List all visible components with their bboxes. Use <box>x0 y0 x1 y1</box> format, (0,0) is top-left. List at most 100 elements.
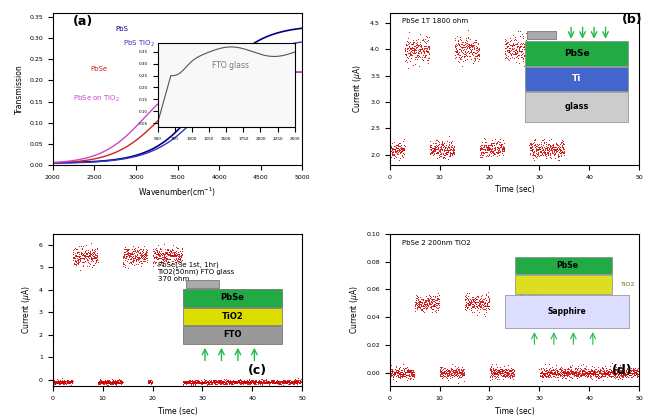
Point <box>501 53 511 60</box>
Point <box>404 46 415 53</box>
Point <box>628 368 639 374</box>
Point <box>161 255 172 262</box>
Point <box>65 378 75 385</box>
Point <box>496 144 506 151</box>
Point <box>428 146 439 153</box>
Point <box>182 378 192 384</box>
Point <box>577 368 587 375</box>
Point <box>422 48 432 55</box>
Point <box>272 378 282 384</box>
Point <box>563 371 573 378</box>
Point <box>596 373 607 379</box>
Point <box>72 249 83 255</box>
Point <box>418 50 429 57</box>
Point <box>395 370 406 377</box>
Point <box>507 43 517 50</box>
Point <box>195 378 206 385</box>
Point <box>421 45 432 52</box>
Point <box>138 252 148 259</box>
Point <box>209 376 219 383</box>
Point <box>450 367 461 373</box>
Point <box>525 293 535 300</box>
Point <box>519 298 529 304</box>
Point <box>549 370 559 377</box>
Point <box>548 370 559 376</box>
Point <box>457 44 467 50</box>
Point <box>130 252 141 259</box>
Point <box>546 145 557 152</box>
Point <box>551 371 561 378</box>
Point <box>509 368 519 375</box>
Point <box>469 52 480 59</box>
Point <box>83 254 94 260</box>
Point <box>277 378 287 384</box>
Point <box>417 300 428 307</box>
Point <box>515 291 525 298</box>
Point <box>525 143 535 150</box>
Point <box>476 300 487 307</box>
Point <box>401 364 412 370</box>
Point <box>467 43 478 50</box>
Point <box>426 144 437 151</box>
Point <box>406 50 416 57</box>
Point <box>399 51 410 58</box>
Point <box>590 370 600 376</box>
Point <box>487 136 498 143</box>
Point <box>85 251 96 257</box>
Point <box>545 370 556 377</box>
Point <box>105 379 115 386</box>
Point <box>435 148 445 155</box>
Point <box>607 369 617 375</box>
Point <box>437 147 447 154</box>
Point <box>150 255 161 262</box>
Point <box>436 367 447 374</box>
Point <box>188 380 198 386</box>
Point <box>82 248 93 255</box>
Point <box>227 381 238 388</box>
Point <box>285 377 296 384</box>
Point <box>205 378 215 385</box>
Point <box>422 301 432 307</box>
Point <box>482 152 492 158</box>
Point <box>116 378 127 385</box>
Point <box>488 367 498 374</box>
Point <box>536 364 546 371</box>
Point <box>195 380 206 387</box>
Point <box>630 368 641 375</box>
Point <box>530 303 541 310</box>
Point <box>241 378 251 385</box>
Point <box>429 150 440 157</box>
Point <box>432 150 442 156</box>
Point <box>126 253 136 260</box>
Point <box>104 378 115 384</box>
Point <box>428 293 438 300</box>
Point <box>420 302 430 308</box>
Point <box>394 147 405 154</box>
Point <box>182 378 192 385</box>
Point <box>468 301 478 308</box>
Point <box>403 52 414 59</box>
Point <box>49 378 59 385</box>
Point <box>145 378 156 384</box>
Point <box>386 148 396 155</box>
Point <box>472 304 482 310</box>
Point <box>156 246 167 252</box>
Point <box>288 381 299 387</box>
Point <box>178 379 188 386</box>
Point <box>552 152 563 159</box>
Point <box>71 252 82 259</box>
Point <box>411 299 421 306</box>
Point <box>261 379 272 386</box>
Point <box>598 368 608 375</box>
Point <box>410 302 420 308</box>
Point <box>273 378 284 385</box>
Point <box>451 371 461 378</box>
Point <box>532 297 542 304</box>
Point <box>513 55 523 61</box>
Point <box>628 368 639 375</box>
Point <box>386 370 397 376</box>
Point <box>435 370 445 377</box>
Point <box>260 379 270 386</box>
Point <box>399 365 410 372</box>
Point <box>403 65 413 72</box>
